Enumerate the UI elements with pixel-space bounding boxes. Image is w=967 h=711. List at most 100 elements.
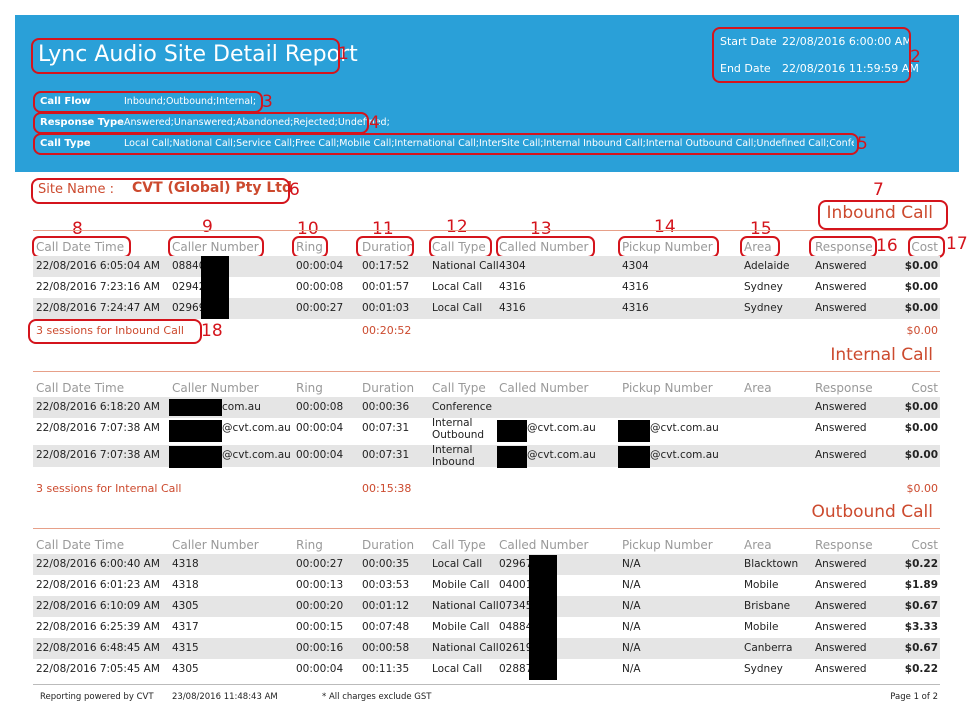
cell-response: Answered [815,642,867,654]
start-date-label: Start Date [720,35,777,48]
report-header [15,15,959,172]
redacted-block [169,420,222,442]
cell-cost: $0.00 [904,260,938,272]
footer-timestamp: 23/08/2016 11:48:43 AM [172,692,278,702]
column-header-date-time: Call Date Time [36,381,125,395]
cell-call-type: Internal Outbound [432,417,485,441]
response-type-label: Response Type [40,117,124,128]
annotation-box-column [429,236,492,258]
cell-call-type: National Call [432,600,499,612]
column-header-response: Response [815,240,873,254]
annotation-number: 6 [289,180,300,200]
cell-caller-number: 4305 [172,663,199,675]
annotation-number: 17 [946,234,967,254]
cell-duration: 00:07:31 [362,422,410,434]
cell-duration: 00:03:53 [362,579,410,591]
cell-area: Canberra [744,642,793,654]
cell-caller-number: @cvt.com.au [222,449,291,461]
section-divider [33,230,940,231]
cell-date-time: 22/08/2016 6:05:04 AM [36,260,160,272]
annotation-box-summary [28,319,202,344]
column-header-caller-number: Caller Number [172,381,259,395]
cell-cost: $0.00 [904,422,938,434]
cell-response: Answered [815,558,867,570]
cell-date-time: 22/08/2016 7:05:45 AM [36,663,160,675]
cell-called-number: 4316 [499,302,526,314]
footer-gst-note: * All charges exclude GST [322,692,432,702]
cell-duration: 00:00:36 [362,401,410,413]
call-type-value: Local Call;National Call;Service Call;Fr… [124,138,854,149]
cell-call-type: Local Call [432,281,483,293]
cell-called-number: @cvt.com.au [527,449,596,461]
cell-ring: 00:00:15 [296,621,344,633]
redacted-block [497,446,527,468]
annotation-number: 10 [297,219,319,239]
cell-area: Sydney [744,281,783,293]
cell-duration: 00:00:35 [362,558,410,570]
cell-pickup-number: N/A [622,600,641,612]
annotation-number: 4 [369,113,380,133]
cell-cost: $1.89 [904,579,938,591]
cell-call-type: National Call [432,642,499,654]
cell-caller-number: 4318 [172,579,199,591]
call-flow-value: Inbound;Outbound;Internal; [124,96,257,107]
annotation-number: 11 [372,219,394,239]
annotation-box-inbound [818,200,948,230]
annotation-box-column [618,236,719,258]
cell-ring: 00:00:20 [296,600,344,612]
cell-caller-number: com.au [222,401,261,413]
cell-date-time: 22/08/2016 7:24:47 AM [36,302,160,314]
cell-ring: 00:00:08 [296,281,344,293]
cell-pickup-number: N/A [622,642,641,654]
cell-date-time: 22/08/2016 6:25:39 AM [36,621,160,633]
column-header-date-time: Call Date Time [36,240,125,254]
cell-pickup-number: N/A [622,579,641,591]
cell-area: Mobile [744,579,779,591]
cell-caller-number: @cvt.com.au [222,422,291,434]
end-date-value: 22/08/2016 11:59:59 AM [782,62,919,75]
cell-caller-number: 4317 [172,621,199,633]
cell-date-time: 22/08/2016 6:18:20 AM [36,401,160,413]
cell-pickup-number: 4316 [622,281,649,293]
column-header-response: Response [815,538,873,552]
start-date-value: 22/08/2016 6:00:00 AM [782,35,912,48]
annotation-number: 2 [910,47,921,67]
cell-cost: $0.00 [904,302,938,314]
column-header-cost: Cost [911,240,938,254]
footer-divider [33,684,940,685]
cell-ring: 00:00:27 [296,558,344,570]
annotation-box-column [32,236,131,258]
annotation-box-column [809,236,877,258]
cell-call-type: Local Call [432,302,483,314]
cell-duration: 00:01:12 [362,600,410,612]
column-header-duration: Duration [362,381,415,395]
table-row [33,554,940,575]
cell-call-type: Local Call [432,558,483,570]
annotation-box-response [33,112,369,134]
end-date-label: End Date [720,62,771,75]
cell-area: Brisbane [744,600,791,612]
cell-call-type: Conference [432,401,493,413]
footer-powered-by: Reporting powered by CVT [40,692,154,702]
site-name-label: Site Name : [38,182,114,197]
cell-caller-number: 4305 [172,600,199,612]
cell-caller-number: 08840 [172,260,206,272]
internal-total-cost: $0.00 [906,482,939,495]
cell-response: Answered [815,401,867,413]
column-header-area: Area [744,240,772,254]
cell-date-time: 22/08/2016 6:10:09 AM [36,600,160,612]
table-row [33,445,940,467]
annotation-box-column [292,236,328,258]
annotation-box-title [31,38,340,74]
cell-pickup-number: 4304 [622,260,649,272]
cell-duration: 00:01:03 [362,302,410,314]
cell-date-time: 22/08/2016 6:01:23 AM [36,579,160,591]
cell-called-number: 02967 [499,558,533,570]
table-row [33,596,940,617]
annotation-number: 9 [202,217,213,237]
cell-cost: $0.67 [904,642,938,654]
column-header-response: Response [815,381,873,395]
cell-call-type: Mobile Call [432,579,490,591]
cell-area: Sydney [744,302,783,314]
cell-duration: 00:07:48 [362,621,410,633]
